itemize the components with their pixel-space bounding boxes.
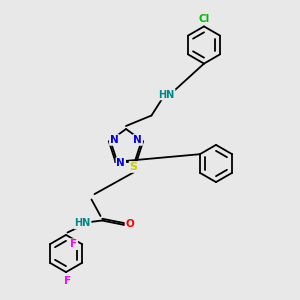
Text: HN: HN xyxy=(74,218,91,229)
Text: HN: HN xyxy=(158,89,175,100)
Text: N: N xyxy=(133,135,142,145)
Text: O: O xyxy=(125,219,134,229)
Text: Cl: Cl xyxy=(198,14,210,24)
Text: N: N xyxy=(110,135,119,145)
Text: S: S xyxy=(130,162,138,172)
Text: N: N xyxy=(116,158,125,168)
Text: F: F xyxy=(70,239,77,249)
Text: F: F xyxy=(64,275,71,286)
